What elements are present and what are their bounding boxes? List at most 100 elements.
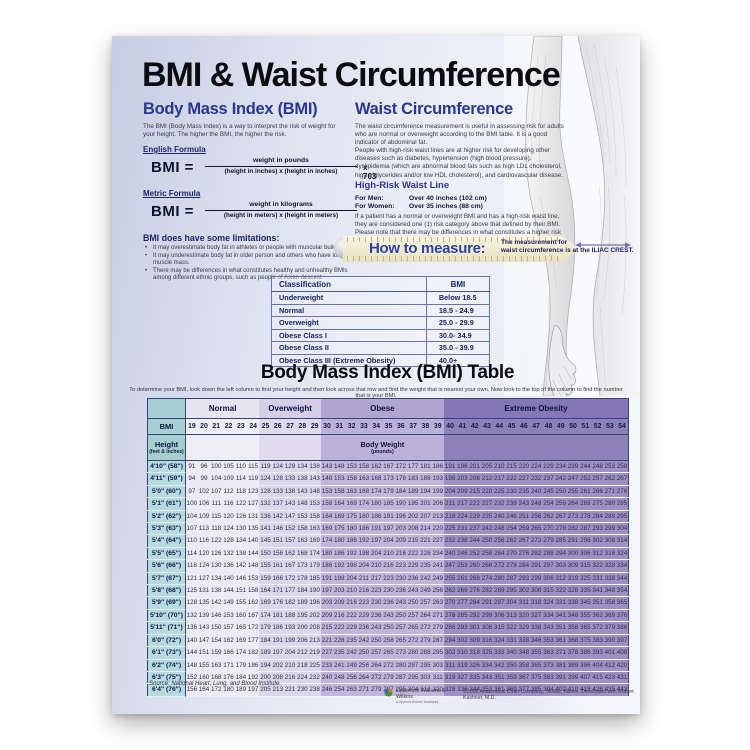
- bmi-value-header: 32: [345, 418, 358, 435]
- weight-cell: 142: [210, 596, 223, 610]
- bmi-table-data-row: 5'10" (70") 132 139 146 153 160 167 174 181 188 19…: [147, 609, 629, 623]
- weight-cell: 270: [505, 547, 518, 561]
- weight-cell: 210: [283, 659, 297, 672]
- weight-cell: 162: [370, 460, 383, 474]
- weight-cell: 192: [345, 547, 358, 561]
- weight-cell: 272: [406, 634, 420, 648]
- weight-cell: 287: [394, 671, 407, 685]
- weight-cell: 369: [505, 683, 518, 697]
- height-cell: 4'11" (59"): [147, 472, 186, 486]
- weight-cell: 276: [468, 584, 481, 598]
- weight-cell: 136: [222, 559, 235, 573]
- weight-cell: 262: [505, 534, 518, 548]
- bmi-value-header: 21: [210, 418, 223, 435]
- weight-cell: 331: [554, 596, 567, 610]
- weight-cell: 132: [222, 547, 235, 561]
- weight-cell: 157: [283, 534, 297, 548]
- weight-cell: 107: [185, 522, 198, 536]
- weight-cell: 399: [566, 671, 580, 685]
- weight-cell: 222: [406, 547, 420, 561]
- weight-cell: 198: [345, 559, 358, 573]
- weight-cell: 166: [222, 646, 235, 660]
- bmi-table-data-row: 6'1" (73") 144 151 159 166 174 182 189 197 204 212…: [147, 646, 629, 660]
- corner-empty-cell: [147, 398, 186, 419]
- weight-cell: 272: [370, 671, 383, 685]
- weight-cell: 158: [357, 460, 371, 474]
- weight-cell: 212: [296, 646, 309, 660]
- iliac-crest-arrow-icon: [575, 242, 631, 248]
- weight-cell: 122: [234, 497, 247, 511]
- weight-cell: 259: [517, 522, 530, 536]
- weight-cell: 208: [468, 472, 481, 486]
- weight-cell: 230: [370, 596, 383, 610]
- weight-cell: 376: [616, 609, 629, 623]
- weight-cell: 288: [419, 646, 432, 660]
- weight-cell: 319: [456, 659, 469, 672]
- weight-cell: 242: [419, 572, 432, 586]
- weight-cell: 271: [431, 609, 444, 623]
- weight-cell: 397: [616, 634, 629, 648]
- height-cell: 5'5" (65"): [147, 547, 186, 561]
- weight-cell: 180: [345, 522, 358, 536]
- weight-cell: 222: [345, 609, 358, 623]
- weight-cell: 279: [419, 634, 432, 648]
- weight-cell: 346: [530, 634, 543, 648]
- weight-cell: 224: [296, 671, 309, 685]
- weight-cell: 157: [222, 621, 235, 635]
- weight-cell: 246: [320, 683, 334, 697]
- weight-cell: 256: [345, 671, 358, 685]
- height-cell: 5'4" (64"): [147, 534, 186, 548]
- measure-note-line2: waist circumference is at the ILIAC CRES…: [501, 246, 634, 254]
- weight-cell: 306: [542, 572, 555, 586]
- weight-cell: 315: [542, 584, 555, 598]
- weight-cell: 312: [419, 683, 432, 697]
- weight-cell: 302: [456, 634, 469, 648]
- weight-cell: 238: [456, 534, 469, 548]
- weight-cell: 412: [603, 659, 617, 672]
- weight-cell: 186: [246, 659, 260, 672]
- weight-cell: 144: [185, 646, 198, 660]
- weight-cell: 163: [357, 472, 371, 486]
- weight-cell: 295: [394, 683, 407, 697]
- weight-cell: 180: [222, 683, 235, 697]
- weight-cell: 431: [616, 671, 629, 685]
- weight-cell: 136: [259, 510, 272, 524]
- weight-cell: 215: [320, 621, 334, 635]
- weight-cell: 133: [283, 472, 297, 486]
- bmi-table-data-row: 6'2" (74") 148 155 163 171 179 186 194 202 210 218…: [147, 659, 629, 672]
- weight-cell: 164: [197, 683, 211, 697]
- weight-cell: 304: [406, 683, 420, 697]
- weight-cell: 288: [542, 547, 555, 561]
- bmi-value-header: 26: [271, 418, 284, 435]
- weight-cell: 309: [566, 559, 580, 573]
- weight-cell: 279: [382, 671, 395, 685]
- weight-cell: 286: [443, 621, 457, 635]
- weight-cell: 179: [382, 485, 395, 499]
- weight-cell: 266: [480, 559, 494, 573]
- bmi-table-data-row: 5'6" (66") 118 124 130 136 142 148 155 161 167 173…: [147, 559, 629, 573]
- weight-cell: 159: [210, 646, 223, 660]
- weight-cell: 386: [616, 621, 629, 635]
- weight-cell: 163: [296, 534, 309, 548]
- weight-cell: 329: [517, 621, 530, 635]
- weight-cell: 223: [357, 596, 371, 610]
- weight-cell: 205: [480, 460, 494, 474]
- weight-cell: 255: [566, 485, 580, 499]
- classification-row: Obese Class III (Extreme Obesity) 40.0+: [271, 353, 491, 367]
- weight-cell: 299: [603, 522, 617, 536]
- men-value: Over 40 inches (102 cm): [408, 195, 487, 202]
- height-cell: 5'8" (68"): [147, 584, 186, 598]
- bmi-table-data-row: 5'9" (69") 128 135 142 149 155 162 169 176 182 189…: [147, 596, 629, 610]
- weight-cell: 143: [283, 497, 297, 511]
- weight-cell: 140: [246, 534, 260, 548]
- weight-cell: 132: [185, 609, 198, 623]
- weight-cell: 172: [283, 572, 297, 586]
- weight-cell: 181: [419, 460, 432, 474]
- weight-cell: 236: [406, 572, 420, 586]
- weight-cell: 148: [333, 460, 346, 474]
- weight-cell: 169: [308, 534, 321, 548]
- weight-cell: 146: [271, 522, 284, 536]
- weight-cell: 127: [197, 572, 211, 586]
- weight-cell: 249: [419, 584, 432, 598]
- weight-cell: 191: [382, 510, 395, 524]
